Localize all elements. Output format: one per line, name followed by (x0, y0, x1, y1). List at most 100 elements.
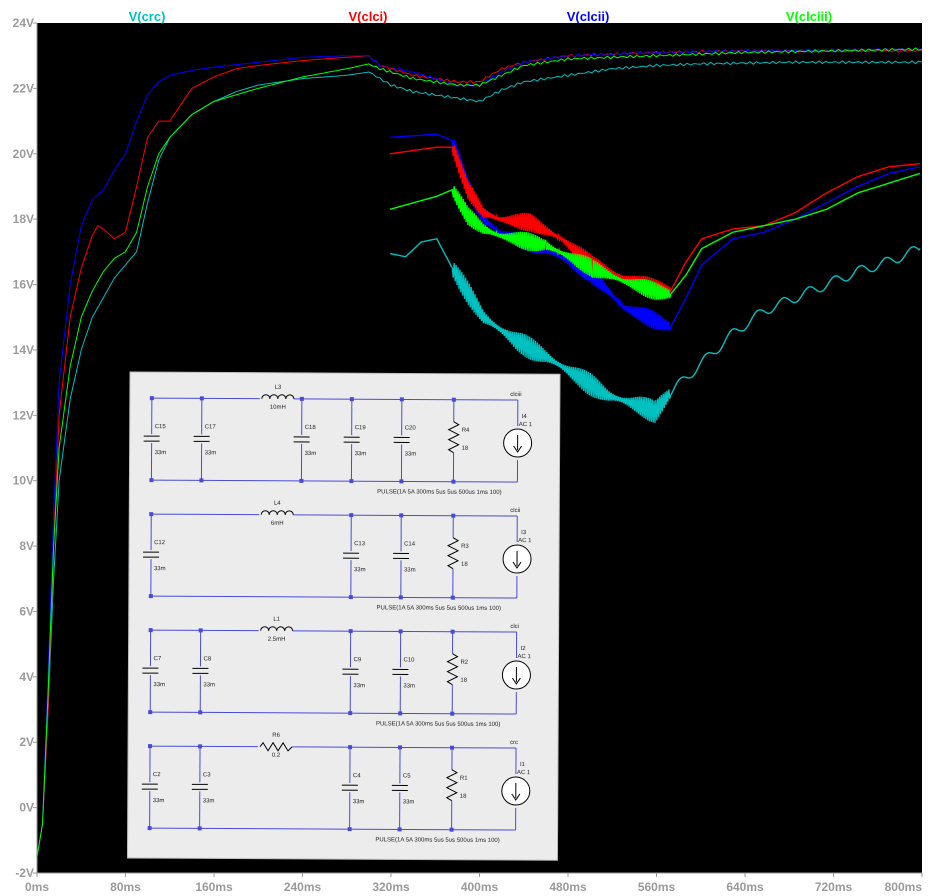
x-tick-label: 0ms (25, 880, 49, 894)
cap-value: 33m (405, 451, 417, 457)
y-tick-label: 8V (19, 539, 34, 553)
resistor-symbol (259, 741, 293, 752)
cap-name: C9 (353, 657, 361, 663)
cap-name: C3 (203, 772, 211, 778)
cap-value: 33m (305, 451, 317, 457)
cap-value: 33m (403, 799, 415, 805)
wire-top (151, 397, 518, 401)
source-name: I2 (521, 646, 527, 652)
element-name: L3 (275, 385, 282, 391)
series-line[interactable] (36, 47, 923, 857)
legend-label[interactable]: V(clciii) (786, 9, 832, 24)
x-tick-label: 800ms (885, 880, 923, 894)
element-value: 0.2 (272, 753, 281, 759)
pulse-label: PULSE(1A 5A 300ms 5us 5us 500us 1ms 100) (376, 721, 500, 728)
load-resistor (445, 769, 458, 802)
load-resistor (446, 537, 460, 570)
cap-name: C7 (153, 656, 161, 662)
element-value: 2.5mH (268, 637, 286, 643)
junction-dot (148, 628, 153, 633)
element-name: L1 (273, 617, 280, 623)
element-name: R6 (272, 733, 280, 739)
y-tick-label: 12V (13, 408, 34, 422)
element-value: 6mH (271, 521, 284, 527)
cap-name: C10 (403, 657, 415, 663)
y-tick-label: 22V (13, 81, 34, 95)
pulse-label: PULSE(1A 5A 300ms 5us 5us 500us 1ms 100) (377, 605, 501, 612)
load-resistor (446, 653, 459, 686)
y-tick-label: 2V (19, 735, 34, 749)
cap-value: 33m (404, 567, 416, 573)
cap-name: C14 (404, 541, 416, 547)
resistor-value: 18 (460, 794, 467, 800)
schematic-inset: clciii L3 10mH C15 33m C17 33m C18 33m C19 33m C20 3… (126, 371, 561, 861)
y-tick-label: 16V (13, 278, 34, 292)
y-tick-label: -2V (15, 866, 34, 880)
series-element-gap (259, 508, 294, 519)
cap-name: C4 (353, 773, 361, 779)
schematic-background (126, 371, 561, 861)
cap-value: 33m (203, 798, 215, 804)
y-tick-label: 0V (19, 801, 34, 815)
y-tick-label: 6V (19, 604, 34, 618)
cap-value: 33m (153, 682, 165, 688)
source-name: I1 (520, 762, 526, 768)
source-arrowhead (513, 445, 523, 453)
cap-value: 33m (403, 683, 415, 689)
traces (36, 47, 923, 857)
source-arrowhead (512, 561, 522, 569)
cap-value: 33m (154, 566, 166, 572)
source-value: AC 1 (518, 538, 532, 544)
wire-bottom (151, 479, 518, 483)
wire-bottom (149, 827, 516, 831)
legend: V(crc) V(clci) V(clcii) V(clciii) (129, 9, 833, 24)
y-tick-label: 20V (13, 147, 34, 161)
cap-name: C17 (205, 424, 217, 430)
schematic-row: clciii L3 10mH C15 33m C17 33m C18 33m C19 33m C20 3… (143, 385, 534, 496)
cap-value: 33m (353, 683, 365, 689)
resistor-value: 18 (462, 446, 469, 452)
source-arrowhead (511, 677, 521, 685)
source-value: AC 1 (517, 770, 531, 776)
cap-name: C2 (153, 772, 161, 778)
cap-value: 33m (153, 798, 165, 804)
schematic-row: clcii L4 6mH C12 33m C13 33m C14 33m R3 18 I3 AC 1 PU… (143, 501, 534, 612)
axes: -2V 0V 2V 4V 6V 8V 10V 12V 14V 16V 18V 20V 22V 24V 0ms… (13, 16, 923, 894)
source-value: AC 1 (519, 422, 533, 428)
zoom-series-line[interactable] (389, 238, 921, 423)
x-tick-label: 320ms (372, 880, 410, 894)
cap-name: C12 (154, 540, 166, 546)
cap-name: C13 (354, 541, 366, 547)
junction-dot (149, 396, 154, 401)
x-tick-label: 160ms (195, 880, 233, 894)
load-resistor (447, 421, 460, 454)
x-tick-label: 480ms (549, 880, 587, 894)
series-element-gap (258, 624, 293, 635)
element-value: 10mH (270, 405, 286, 411)
x-tick-label: 720ms (815, 880, 853, 894)
schematic-rows: clciii L3 10mH C15 33m C17 33m C18 33m C19 33m C20 3… (141, 385, 534, 844)
node-label: clcii (510, 508, 520, 514)
cap-value: 33m (205, 450, 217, 456)
x-tick-label: 400ms (461, 880, 499, 894)
junction-dot (451, 397, 456, 402)
cap-name: C19 (355, 425, 367, 431)
legend-label[interactable]: V(clcii) (567, 9, 610, 24)
cap-value: 33m (353, 799, 365, 805)
legend-label[interactable]: V(crc) (129, 9, 166, 24)
resistor-name: R1 (460, 776, 468, 782)
y-tick-label: 18V (13, 212, 34, 226)
y-tick-label: 4V (19, 670, 34, 684)
junction-dot (451, 479, 456, 484)
legend-label[interactable]: V(clci) (348, 9, 387, 24)
inductor-coil (285, 394, 295, 399)
x-tick-label: 240ms (284, 880, 322, 894)
source-value: AC 1 (517, 654, 531, 660)
junction-dot (349, 397, 354, 402)
node-label: clciii (510, 392, 521, 398)
element-name: L4 (274, 501, 281, 507)
zoom-series-line[interactable] (389, 172, 921, 300)
node-label: clci (510, 624, 519, 630)
